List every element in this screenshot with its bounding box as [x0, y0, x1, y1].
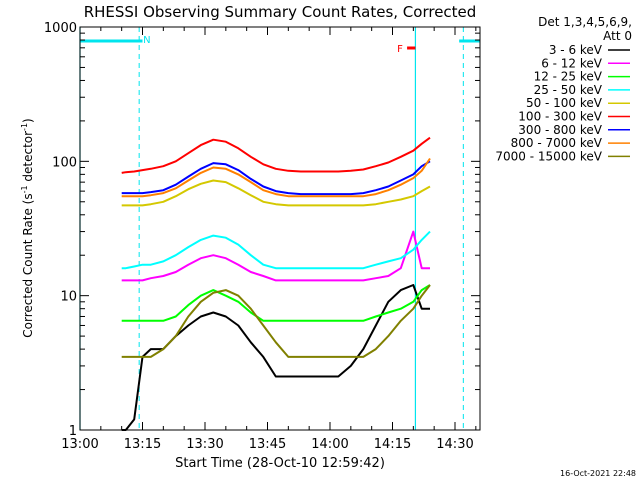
y-axis-label-sup2: -1 — [20, 123, 29, 131]
x-tick-label: 14:00 — [311, 437, 348, 452]
x-tick-label: 13:00 — [61, 437, 98, 452]
legend-entry-label: 800 - 7000 keV — [511, 136, 603, 150]
y-axis-label-mid: detector — [21, 131, 35, 186]
x-axis: 13:00 13:15 13:30 13:45 14:00 14:15 14:30 — [61, 27, 477, 452]
legend-entry-label: 7000 - 15000 keV — [495, 149, 602, 163]
series-line-2 — [121, 284, 431, 322]
series-line-1 — [121, 230, 430, 282]
y-axis-label: Corrected Count Rate (s-1 detector-1) — [20, 118, 35, 337]
y-tick-label: 1 — [69, 424, 77, 439]
night-flag-label: N — [143, 35, 150, 46]
legend-entry-label: 12 - 25 keV — [534, 70, 603, 84]
legend-entry-label: 100 - 300 keV — [518, 110, 602, 124]
x-tick-label: 13:15 — [124, 437, 161, 452]
y-tick-label: 10 — [60, 290, 77, 305]
y-axis-label-sup1: -1 — [20, 185, 29, 193]
y-axis-label-main: Corrected Count Rate (s — [21, 193, 35, 337]
series-line-7 — [121, 157, 431, 198]
footer-timestamp: 16-Oct-2021 22:48 — [560, 469, 636, 478]
series-line-6 — [121, 160, 431, 196]
x-tick-label: 13:30 — [186, 437, 223, 452]
legend-entry-label: 50 - 100 keV — [526, 96, 603, 110]
x-tick-label: 14:30 — [436, 437, 473, 452]
x-axis-label: Start Time (28-Oct-10 12:59:42) — [175, 456, 385, 471]
flare-flag-label: F — [397, 44, 403, 55]
y-axis-label-end: ) — [21, 118, 35, 123]
series-line-5 — [121, 136, 431, 174]
y-axis: 1 10 100 1000 — [44, 21, 480, 439]
series-line-4 — [121, 179, 431, 207]
legend-header: Det 1,3,4,5,6,9, — [538, 15, 632, 29]
series-line-8 — [121, 284, 431, 358]
legend-entry-label: 6 - 12 keV — [541, 56, 603, 70]
series-layer — [121, 136, 431, 431]
legend-entry-label: 25 - 50 keV — [534, 83, 603, 97]
plot-frame — [79, 26, 481, 431]
legend-entry-label: 3 - 6 keV — [549, 43, 603, 57]
y-tick-label: 1000 — [44, 21, 77, 36]
x-tick-label: 13:45 — [249, 437, 286, 452]
chart-title: RHESSI Observing Summary Count Rates, Co… — [84, 3, 477, 21]
y-tick-label: 100 — [52, 155, 77, 170]
legend-header-att: Att 0 — [603, 29, 632, 43]
x-tick-label: 14:15 — [374, 437, 411, 452]
series-line-3 — [121, 230, 431, 270]
legend-entry-label: 300 - 800 keV — [518, 123, 602, 137]
